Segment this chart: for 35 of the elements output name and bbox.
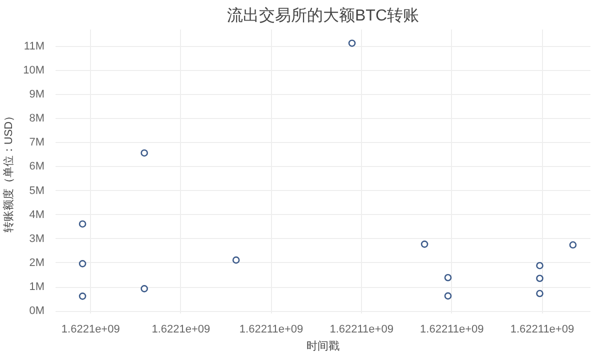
x-tick-label: 1.6221e+09: [61, 324, 120, 336]
point: [536, 274, 544, 282]
y-tick-label: 3M: [29, 232, 44, 245]
y-tick-label: 6M: [29, 160, 44, 173]
y-axis-title: 转账额度（单位：USD）: [2, 110, 16, 233]
point: [140, 149, 148, 157]
point: [140, 285, 148, 292]
x-tick-label: 1.6221e+09: [152, 324, 210, 336]
point: [78, 220, 86, 228]
y-tick-label: 10M: [23, 64, 45, 76]
y-tick-label: 9M: [29, 88, 44, 100]
point: [420, 240, 428, 248]
point: [536, 290, 544, 298]
y-tick-label: 0M: [29, 305, 44, 318]
y-tick-label: 4M: [29, 208, 44, 221]
x-tick-label: 1.62211e+09: [420, 324, 484, 336]
x-axis-title: 时间戳: [306, 340, 340, 352]
x-tick-label: 1.62211e+09: [330, 324, 394, 336]
point: [78, 260, 86, 268]
y-tick-label: 1M: [29, 281, 44, 294]
y-tick-label: 7M: [29, 136, 44, 149]
point: [569, 241, 577, 249]
y-tick-label: 11M: [24, 40, 45, 52]
y-tick-label: 5M: [29, 184, 44, 197]
y-tick-label: 2M: [29, 256, 44, 269]
point: [444, 274, 452, 282]
point: [536, 262, 544, 270]
point: [348, 40, 356, 47]
point: [78, 292, 86, 300]
x-tick-label: 1.62211e+09: [239, 324, 304, 336]
x-tick-label: 1.62211e+09: [510, 324, 574, 336]
y-tick-label: 8M: [29, 112, 44, 125]
point: [232, 256, 240, 264]
point: [444, 292, 452, 300]
chart-title: 流出交易所的大额BTC转账: [227, 6, 419, 24]
